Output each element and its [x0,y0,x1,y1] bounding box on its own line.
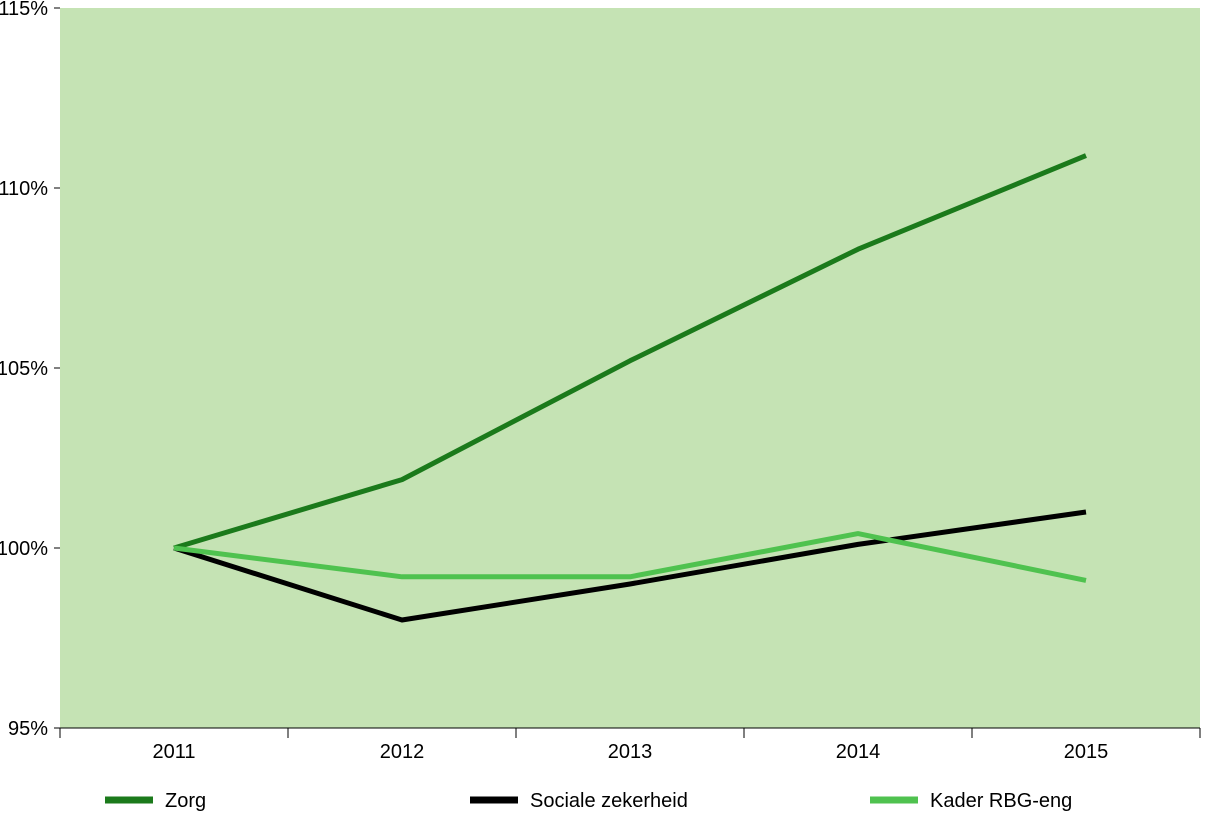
legend-label: Kader RBG-eng [930,790,1072,812]
x-tick-label: 2015 [1064,741,1109,763]
y-tick-label: 100% [0,538,48,560]
legend-label: Sociale zekerheid [530,790,688,812]
y-tick-label: 110% [0,178,48,200]
y-tick-label: 115% [0,0,48,20]
line-chart: 95% 100% 105% 110% 115% 2011 2012 2013 2014 2015 Z… [0,0,1209,827]
legend-label: Zorg [165,790,206,812]
x-tick-label: 2011 [152,741,195,763]
x-tick-label: 2012 [380,741,425,763]
plot-background [60,8,1200,728]
y-tick-label: 105% [0,358,48,380]
x-tick-label: 2013 [608,741,653,763]
y-tick-label: 95% [8,718,48,740]
x-tick-label: 2014 [836,741,881,763]
